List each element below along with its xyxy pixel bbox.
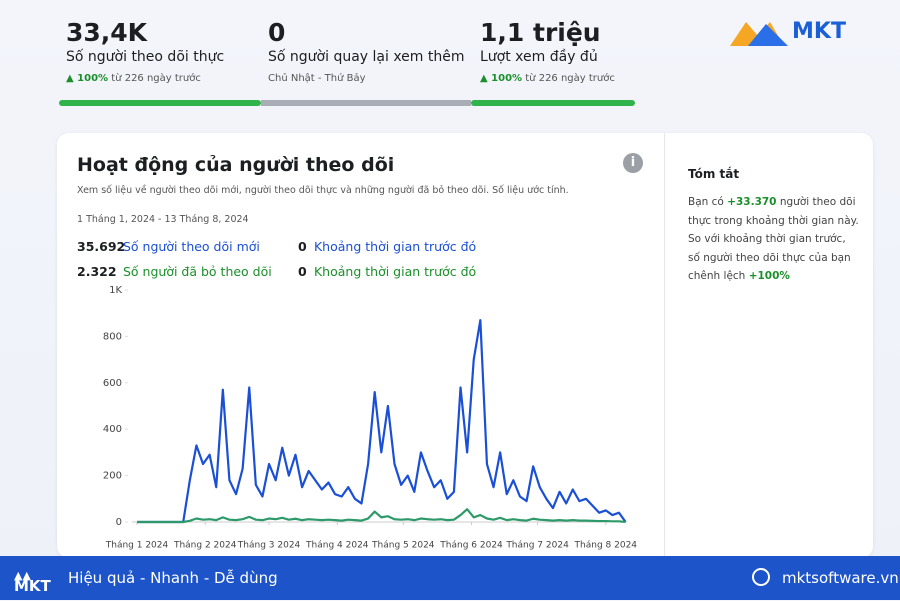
x-tick-label: Tháng 8 2024 xyxy=(574,541,638,551)
stat-value: 0 xyxy=(268,18,286,47)
stat-value: 1,1 triệu xyxy=(480,18,601,47)
summary-highlight: +33.370 xyxy=(727,196,777,208)
x-tick-label: Tháng 6 2024 xyxy=(439,541,503,551)
y-tick-label: 600 xyxy=(103,378,122,389)
stat-label: Số người theo dõi thực xyxy=(66,49,225,65)
progress xyxy=(59,100,261,106)
progress xyxy=(471,100,635,106)
y-tick-label: 200 xyxy=(103,471,122,482)
summary-part: người theo dõi thực trong khoảng thời gi… xyxy=(688,196,859,282)
metric-prev-label: Khoảng thời gian trước đó xyxy=(313,239,477,254)
footer-logo: ▲▲ MKT xyxy=(14,569,51,595)
summary-text: Bạn có +33.370 người theo dõi thực trong… xyxy=(688,193,860,286)
stat-note: Chủ Nhật - Thứ Bảy xyxy=(268,73,366,84)
info-icon[interactable]: i xyxy=(623,153,643,173)
card-description: Xem số liệu về người theo dõi mới, người… xyxy=(77,185,569,196)
summary-highlight: +100% xyxy=(748,270,790,282)
stat-label: Lượt xem đầy đủ xyxy=(480,49,598,65)
metric-value: 35.692 xyxy=(77,239,126,254)
x-tick-label: Tháng 7 2024 xyxy=(505,541,569,551)
line-series xyxy=(137,319,627,524)
x-tick-label: Tháng 1 2024 xyxy=(105,541,169,551)
stat: 1,1 triệu Lượt xem đầy đủ ▲ 100% từ 226 … xyxy=(480,18,615,84)
stat-note-text: từ 226 ngày trước xyxy=(111,73,201,84)
line-series xyxy=(137,508,626,524)
stat: 33,4K Số người theo dõi thực ▲ 100% từ 2… xyxy=(66,18,224,84)
website[interactable]: mktsoftware.vn xyxy=(782,569,899,587)
stat-change: 100% xyxy=(491,73,523,84)
stat-note: ▲ 100% từ 226 ngày trước xyxy=(480,73,615,84)
metric-value: 2.322 xyxy=(77,264,117,279)
x-tick-label: Tháng 2 2024 xyxy=(173,541,237,551)
logo-mark: MKT xyxy=(730,19,846,46)
x-tick-label: Tháng 3 2024 xyxy=(237,541,301,551)
metric-prev-value: 0 xyxy=(297,239,307,254)
metric-label: Số người đã bỏ theo dõi xyxy=(122,264,272,279)
logo: MKT xyxy=(728,14,878,54)
stat-label: Số người quay lại xem thêm xyxy=(268,49,465,65)
metric-prev-label: Khoảng thời gian trước đó xyxy=(313,264,477,279)
footer: ▲▲ MKT Hiệu quả - Nhanh - Dễ dùng mktsoft… xyxy=(0,556,900,600)
stat-note: ▲ 100% từ 226 ngày trước xyxy=(66,73,201,84)
stat-change: 100% xyxy=(77,73,109,84)
x-tick-label: Tháng 4 2024 xyxy=(305,541,369,551)
metric-label: Số người theo dõi mới xyxy=(122,239,260,254)
date-range: 1 Tháng 1, 2024 - 13 Tháng 8, 2024 xyxy=(77,214,249,225)
x-tick-label: Tháng 5 2024 xyxy=(371,541,435,551)
progress xyxy=(261,100,471,106)
metric-prev-value: 0 xyxy=(297,264,307,279)
divider xyxy=(664,133,665,558)
logo-text: MKT xyxy=(792,19,846,44)
card: Hoạt động của người theo dõi i Xem số li… xyxy=(57,133,873,558)
y-tick-label: 800 xyxy=(103,331,122,342)
y-tick-label: 1K xyxy=(109,285,122,296)
y-tick-label: 0 xyxy=(116,517,122,528)
slogan: Hiệu quả - Nhanh - Dễ dùng xyxy=(68,569,278,587)
footer-logo-text: MKT xyxy=(14,577,51,595)
stat-value: 33,4K xyxy=(66,18,148,47)
summary-title: Tóm tắt xyxy=(688,167,740,181)
stat-note-text: từ 226 ngày trước xyxy=(525,73,615,84)
card-title: Hoạt động của người theo dõi xyxy=(77,154,395,176)
metrics: 35.692 Số người theo dõi mới 0 Khoảng thời… xyxy=(77,234,476,284)
y-tick-label: 400 xyxy=(103,424,122,435)
summary-part: Bạn có xyxy=(688,196,724,208)
stat: 0 Số người quay lại xem thêm Chủ Nhật - … xyxy=(268,18,465,84)
globe-icon xyxy=(752,568,770,586)
